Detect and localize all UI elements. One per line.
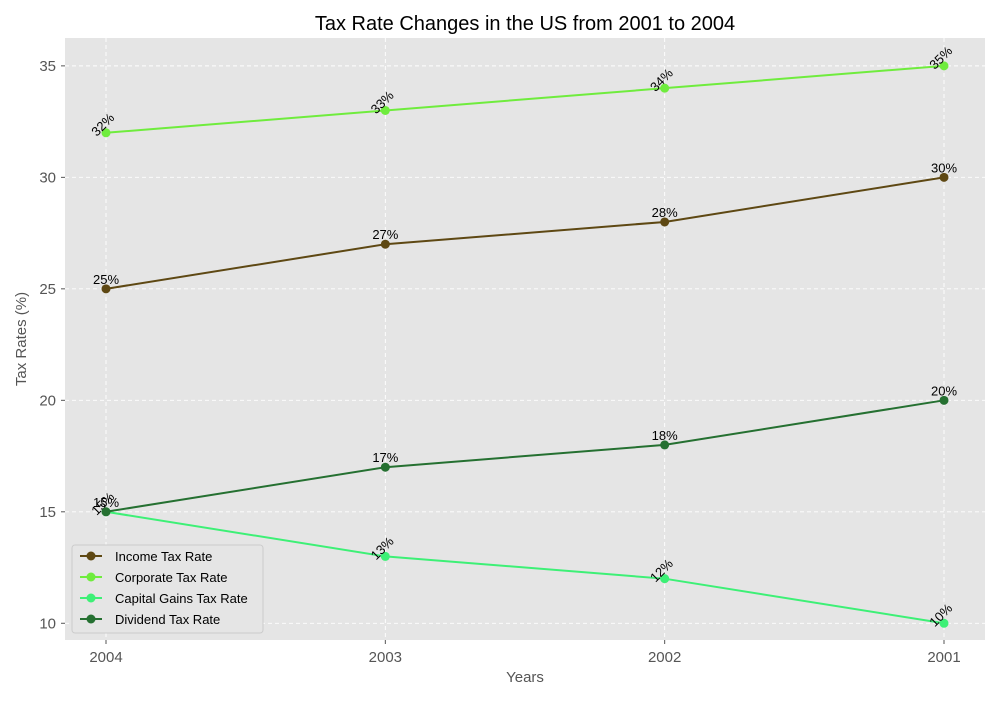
plot-area — [65, 38, 985, 640]
data-label: 30% — [931, 160, 957, 175]
x-axis-label: Years — [506, 669, 544, 686]
data-point — [939, 61, 949, 71]
legend-label: Corporate Tax Rate — [115, 570, 228, 585]
data-point — [660, 574, 670, 584]
x-tick-label: 2003 — [369, 649, 402, 666]
series-line — [105, 64, 945, 134]
legend-marker — [86, 593, 96, 603]
data-point — [101, 284, 111, 294]
data-label: 25% — [93, 272, 119, 287]
series-line — [105, 510, 945, 625]
data-point — [380, 239, 390, 249]
series-line — [105, 399, 945, 513]
legend-marker — [86, 572, 96, 582]
legend: Income Tax Rate Corporate Tax Rate Capital… — [71, 544, 264, 634]
data-label: 17% — [372, 450, 398, 465]
y-tick-label: 35 — [39, 58, 56, 75]
data-label: 28% — [652, 205, 678, 220]
y-tick-label: 15 — [39, 504, 56, 521]
x-tick-label: 2002 — [648, 649, 681, 666]
data-point — [939, 172, 949, 182]
x-tick-label: 2004 — [89, 649, 122, 666]
data-point — [660, 217, 670, 227]
y-axis-ticks: 10 15 20 25 30 35 — [39, 58, 65, 632]
data-point — [380, 462, 390, 472]
data-label: 20% — [931, 383, 957, 398]
series-3: 15% 17% 18% 20% — [93, 383, 957, 517]
data-point — [939, 618, 949, 628]
data-point — [380, 105, 390, 115]
chart-title: Tax Rate Changes in the US from 2001 to … — [315, 13, 735, 35]
data-point — [939, 395, 949, 405]
legend-marker — [86, 551, 96, 561]
x-axis-ticks: 2004 2003 2002 2001 — [89, 640, 961, 666]
legend-label: Income Tax Rate — [115, 549, 212, 564]
data-point — [380, 551, 390, 561]
data-point — [660, 83, 670, 93]
y-axis-label: Tax Rates (%) — [13, 292, 30, 386]
legend-label: Capital Gains Tax Rate — [115, 591, 248, 606]
series-0: 25% 27% 28% 30% — [93, 160, 957, 294]
data-point — [660, 440, 670, 450]
data-label: 18% — [652, 428, 678, 443]
data-label: 15% — [93, 495, 119, 510]
legend-box — [71, 544, 264, 634]
series-layer: 25%27%28%30%32%33%34%35%15%13%12%10%15%1… — [88, 43, 957, 630]
x-tick-label: 2001 — [927, 649, 960, 666]
data-label: 27% — [372, 227, 398, 242]
series-line — [105, 176, 945, 290]
grid — [65, 38, 985, 640]
data-point — [101, 128, 111, 138]
legend-label: Dividend Tax Rate — [115, 612, 220, 627]
y-tick-label: 20 — [39, 392, 56, 409]
y-tick-label: 10 — [39, 615, 56, 632]
legend-marker — [86, 614, 96, 624]
y-tick-label: 30 — [39, 169, 56, 186]
y-tick-label: 25 — [39, 281, 56, 298]
data-point — [101, 507, 111, 517]
